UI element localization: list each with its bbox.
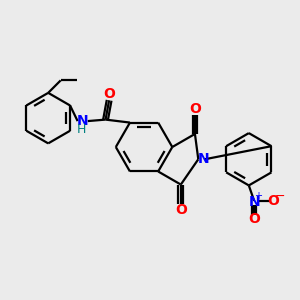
- Text: O: O: [268, 194, 279, 208]
- Text: H: H: [77, 123, 86, 136]
- Text: O: O: [248, 212, 260, 226]
- Text: O: O: [175, 203, 187, 217]
- Text: +: +: [254, 191, 262, 201]
- Text: O: O: [189, 102, 201, 116]
- Text: N: N: [76, 114, 88, 128]
- Text: −: −: [275, 190, 285, 203]
- Text: N: N: [198, 152, 209, 166]
- Text: N: N: [248, 195, 260, 209]
- Text: O: O: [103, 87, 115, 101]
